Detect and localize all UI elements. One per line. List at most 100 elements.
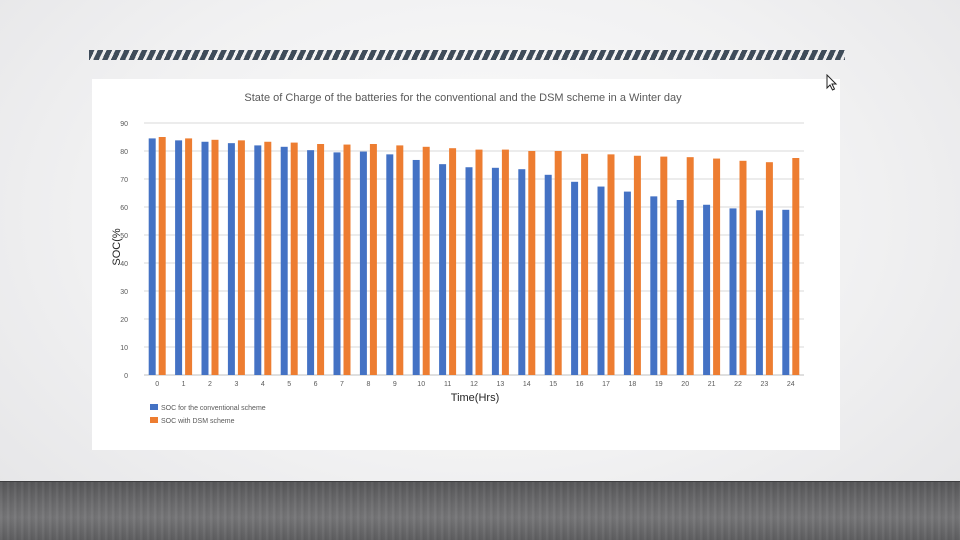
y-tick-label: 20 — [120, 317, 128, 324]
x-tick-label: 3 — [234, 381, 238, 388]
bar-dsm — [343, 144, 351, 375]
bars — [148, 137, 800, 375]
bar-conventional — [227, 143, 235, 375]
bar-conventional — [650, 196, 658, 375]
x-tick-label: 13 — [497, 381, 505, 388]
x-tick-label: 0 — [155, 381, 159, 388]
chart-panel: State of Charge of the batteries for the… — [92, 79, 840, 450]
bar-conventional — [623, 191, 631, 375]
y-tick-labels: 0 10 20 30 40 50 60 70 80 90 — [120, 121, 128, 380]
bar-conventional — [254, 145, 262, 375]
bar-conventional — [544, 174, 552, 375]
y-axis-label: SOC(% — [111, 228, 123, 266]
bar-dsm — [158, 137, 166, 375]
bar-conventional — [491, 167, 499, 375]
legend-label: SOC for the conventional scheme — [161, 405, 266, 412]
bar-conventional — [386, 154, 394, 375]
x-tick-label: 4 — [261, 381, 265, 388]
bar-dsm — [264, 141, 272, 375]
x-tick-label: 20 — [681, 381, 689, 388]
bar-conventional — [703, 204, 711, 375]
x-tick-label: 8 — [366, 381, 370, 388]
bar-dsm — [475, 149, 483, 375]
chart-title: State of Charge of the batteries for the… — [244, 92, 682, 104]
x-tick-label: 14 — [523, 381, 531, 388]
x-tick-label: 5 — [287, 381, 291, 388]
bar-dsm — [317, 144, 325, 375]
x-tick-label: 11 — [444, 381, 451, 388]
y-tick-label: 90 — [120, 121, 128, 128]
bar-conventional — [571, 181, 579, 375]
bar-dsm — [396, 145, 404, 375]
hatched-divider — [89, 50, 845, 60]
bar-dsm — [211, 139, 219, 375]
y-tick-label: 40 — [120, 261, 128, 268]
bar-conventional — [412, 159, 420, 375]
bar-dsm — [607, 154, 615, 375]
gridlines — [144, 122, 804, 376]
x-tick-label: 2 — [208, 381, 212, 388]
legend-swatch — [150, 404, 158, 410]
x-tick-label: 21 — [708, 381, 716, 388]
x-tick-label: 15 — [549, 381, 557, 388]
bar-dsm — [422, 146, 430, 375]
legend: SOC for the conventional scheme SOC with … — [150, 404, 266, 425]
bar-dsm — [369, 144, 377, 375]
bar-conventional — [439, 164, 447, 375]
y-tick-label: 10 — [120, 345, 128, 352]
bar-conventional — [307, 150, 315, 375]
bar-conventional — [359, 151, 367, 375]
bar-dsm — [237, 140, 245, 375]
bar-conventional — [729, 208, 737, 375]
legend-label: SOC with DSM scheme — [161, 418, 235, 425]
bar-conventional — [676, 200, 684, 375]
x-tick-label: 1 — [182, 381, 186, 388]
x-axis-label: Time(Hrs) — [451, 392, 499, 404]
bar-conventional — [518, 169, 526, 375]
bar-conventional — [333, 152, 341, 375]
bar-conventional — [175, 140, 183, 375]
bar-dsm — [290, 142, 298, 375]
bar-conventional — [280, 146, 288, 375]
x-tick-label: 9 — [393, 381, 397, 388]
bar-conventional — [148, 138, 156, 375]
bar-dsm — [792, 158, 800, 375]
mouse-pointer-icon — [826, 74, 838, 91]
y-tick-label: 60 — [120, 205, 128, 212]
bar-dsm — [660, 156, 668, 375]
bar-dsm — [501, 149, 509, 375]
y-tick-label: 70 — [120, 177, 128, 184]
bar-dsm — [713, 158, 721, 375]
x-tick-label: 18 — [629, 381, 637, 388]
bar-dsm — [185, 138, 193, 375]
bar-dsm — [528, 151, 536, 375]
x-tick-label: 16 — [576, 381, 584, 388]
bar-conventional — [597, 186, 605, 375]
y-tick-label: 80 — [120, 149, 128, 156]
x-tick-label: 24 — [787, 381, 795, 388]
bar-dsm — [581, 153, 589, 375]
x-tick-label: 12 — [470, 381, 478, 388]
x-tick-label: 17 — [602, 381, 610, 388]
legend-swatch — [150, 417, 158, 423]
x-tick-label: 10 — [417, 381, 425, 388]
bar-dsm — [633, 155, 641, 375]
bar-conventional — [465, 167, 473, 375]
x-tick-label: 7 — [340, 381, 344, 388]
x-tick-label: 22 — [734, 381, 742, 388]
bar-dsm — [686, 157, 694, 375]
y-tick-label: 50 — [120, 233, 128, 240]
bar-chart: State of Charge of the batteries for the… — [111, 92, 804, 425]
bar-conventional — [755, 210, 763, 375]
y-tick-label: 0 — [124, 373, 128, 380]
x-tick-label: 19 — [655, 381, 663, 388]
bar-dsm — [449, 148, 457, 375]
bar-dsm — [765, 162, 773, 375]
bar-conventional — [201, 141, 209, 375]
x-tick-label: 6 — [314, 381, 318, 388]
x-tick-labels: 0 1 2 3 4 5 6 7 8 9 10 11 12 13 14 15 16 17 18 19 20 21 22 23 24 — [155, 381, 795, 388]
x-tick-label: 23 — [761, 381, 769, 388]
bar-conventional — [782, 209, 790, 375]
y-tick-label: 30 — [120, 289, 128, 296]
bar-dsm — [554, 151, 562, 375]
